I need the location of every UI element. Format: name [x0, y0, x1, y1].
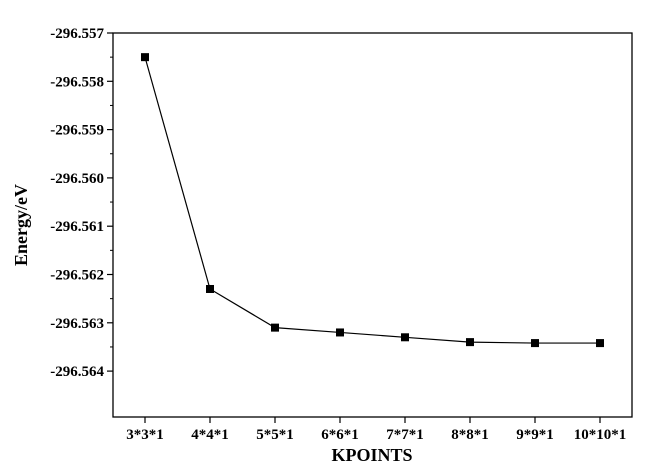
x-tick-label: 7*7*1	[386, 427, 424, 443]
y-tick-label: -296.564	[50, 364, 104, 380]
y-axis-ticks: -296.557 -296.558 -296.559 -296.560 -296.561…	[50, 26, 113, 380]
x-tick-label: 8*8*1	[451, 427, 489, 443]
y-axis-title: Energy/eV	[11, 184, 31, 266]
data-point-marker	[531, 339, 539, 348]
y-tick-label: -296.561	[50, 219, 104, 235]
series-group	[141, 53, 604, 348]
y-tick-label: -296.558	[50, 74, 104, 90]
y-tick-label: -296.559	[50, 123, 104, 139]
data-point-marker	[336, 328, 344, 337]
x-tick-label: 4*4*1	[191, 427, 229, 443]
data-point-marker	[141, 53, 149, 62]
x-axis-title: KPOINTS	[331, 445, 412, 465]
y-tick-label: -296.557	[50, 26, 104, 42]
series-line	[144, 56, 600, 344]
y-tick-label: -296.560	[50, 171, 104, 187]
x-tick-label: 3*3*1	[126, 427, 164, 443]
data-point-marker	[596, 339, 604, 348]
data-point-marker	[466, 338, 474, 347]
x-tick-label: 10*10*1	[574, 427, 627, 443]
data-point-marker	[206, 284, 214, 293]
data-point-marker	[401, 333, 409, 342]
y-tick-label: -296.563	[50, 316, 104, 332]
x-tick-label: 9*9*1	[516, 427, 554, 443]
data-point-marker	[271, 323, 279, 332]
x-axis-ticks: 3*3*1 4*4*1 5*5*1 6*6*1 7*7*1 8*8*1 9*9*1 10*10…	[126, 417, 626, 443]
y-tick-label: -296.562	[50, 268, 104, 284]
x-tick-label: 5*5*1	[256, 427, 294, 443]
x-tick-label: 6*6*1	[321, 427, 359, 443]
plot-frame	[112, 32, 633, 418]
